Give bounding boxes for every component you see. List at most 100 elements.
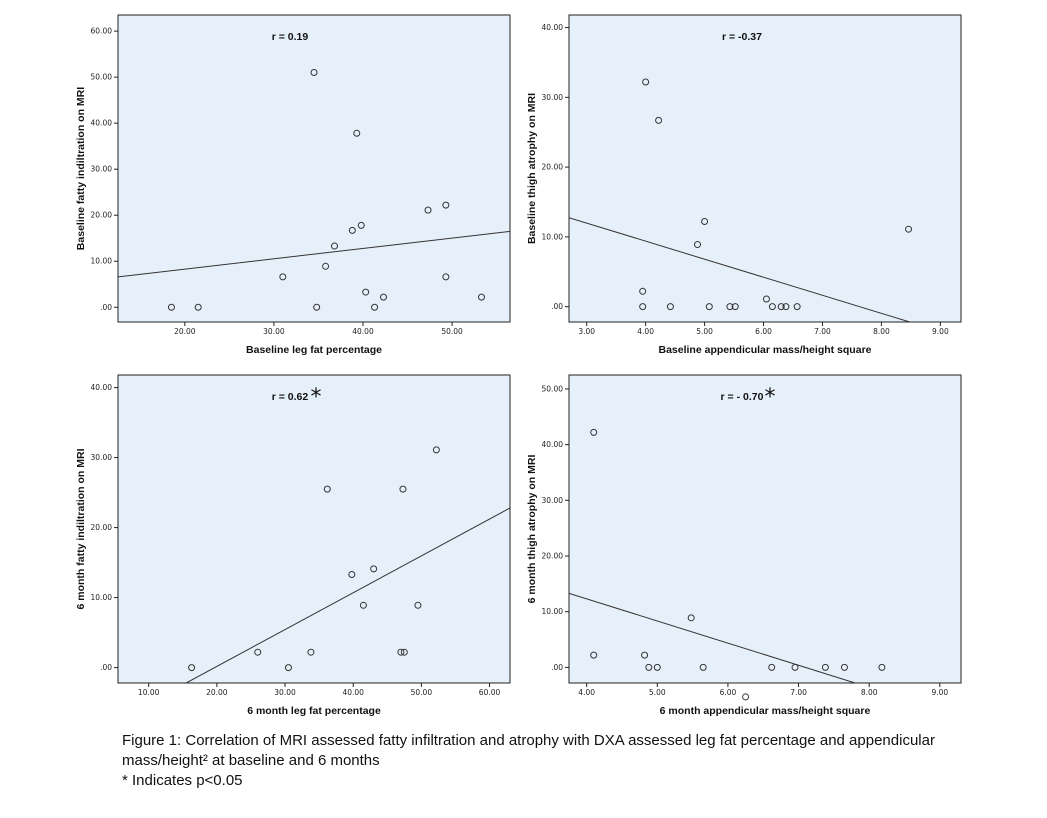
- data-point: [590, 428, 598, 436]
- data-point: [348, 226, 356, 234]
- y-tick-label: 30.00: [542, 93, 564, 102]
- data-point: [322, 262, 330, 270]
- data-point: [840, 663, 848, 671]
- x-tick-label: 50.00: [441, 327, 463, 336]
- data-point: [188, 664, 196, 672]
- y-tick-label: 20.00: [91, 211, 113, 220]
- x-tick-label: 40.00: [342, 688, 364, 697]
- data-point: [357, 221, 365, 229]
- data-point: [353, 129, 361, 137]
- y-axis-label: 6 month fatty indiltration on MRI: [75, 448, 87, 609]
- x-tick-label: 7.00: [790, 688, 807, 697]
- y-tick-label: 30.00: [542, 496, 564, 505]
- caption-line-1: Figure 1: Correlation of MRI assessed fa…: [122, 732, 935, 749]
- x-tick-label: 5.00: [649, 688, 666, 697]
- data-point: [399, 485, 407, 493]
- data-point: [645, 663, 653, 671]
- data-point: [323, 485, 331, 493]
- x-tick-label: 3.00: [578, 327, 595, 336]
- data-point: [694, 241, 702, 249]
- data-point: [424, 206, 432, 214]
- y-tick-label: 10.00: [542, 232, 564, 241]
- x-tick-label: 9.00: [932, 327, 949, 336]
- correlation-label: r = - 0.70: [721, 391, 764, 403]
- y-tick-label: .00: [100, 303, 112, 312]
- y-tick-label: 10.00: [91, 593, 113, 602]
- y-tick-label: 60.00: [91, 27, 113, 36]
- data-point: [254, 648, 262, 656]
- data-point: [768, 663, 776, 671]
- regression-line: [185, 507, 510, 683]
- y-tick-label: 20.00: [91, 523, 113, 532]
- data-point: [371, 303, 379, 311]
- y-axis-label: Baseline fatty indiltration on MRI: [75, 87, 87, 250]
- y-tick-label: .00: [551, 663, 563, 672]
- data-point: [442, 201, 450, 209]
- x-axis-label: Baseline leg fat percentage: [246, 344, 382, 356]
- plot-area: [568, 374, 962, 684]
- x-tick-label: 7.00: [814, 327, 831, 336]
- plot-area: [568, 14, 962, 323]
- data-point: [397, 648, 405, 656]
- x-tick-label: 10.00: [138, 688, 160, 697]
- data-point: [821, 663, 829, 671]
- y-tick-label: 10.00: [542, 607, 564, 616]
- y-tick-label: .00: [100, 663, 112, 672]
- y-tick-label: 50.00: [542, 384, 564, 393]
- correlation-label: r = 0.62: [272, 391, 309, 403]
- data-point: [731, 303, 739, 311]
- data-point: [359, 601, 367, 609]
- chart-panel-baseline-appendicular: .00 10.00 20.00 30.00 40.00 3.00 4.00 5.00 6.00 7…: [526, 14, 962, 356]
- x-tick-label: 20.00: [206, 688, 228, 697]
- data-point: [639, 287, 647, 295]
- data-point: [279, 273, 287, 281]
- x-tick-label: 8.00: [861, 688, 878, 697]
- x-tick-label: 4.00: [637, 327, 654, 336]
- regression-line: [118, 230, 510, 278]
- significance-marker: *: [311, 385, 322, 410]
- data-point: [655, 116, 663, 124]
- data-point: [284, 664, 292, 672]
- data-point: [400, 648, 408, 656]
- data-point: [726, 303, 734, 311]
- data-point: [477, 293, 485, 301]
- data-point: [791, 663, 799, 671]
- data-point: [878, 663, 886, 671]
- y-tick-label: 40.00: [91, 119, 113, 128]
- x-axis-label: Baseline appendicular mass/height square: [659, 344, 872, 356]
- data-point: [330, 242, 338, 250]
- data-point: [782, 303, 790, 311]
- x-tick-label: 30.00: [274, 688, 296, 697]
- data-point: [653, 663, 661, 671]
- data-point: [762, 295, 770, 303]
- chart-panel-sixmonth-leg-fat: .00 10.00 20.00 30.00 40.00 10.00 20.00 30.00 40…: [75, 374, 511, 717]
- x-tick-label: 50.00: [411, 688, 433, 697]
- x-tick-label: 4.00: [578, 688, 595, 697]
- data-point: [641, 651, 649, 659]
- y-tick-label: 40.00: [542, 440, 564, 449]
- data-point: [639, 303, 647, 311]
- data-point: [432, 446, 440, 454]
- data-point: [666, 303, 674, 311]
- caption-line-2: mass/height² at baseline and 6 months: [122, 752, 380, 769]
- y-tick-label: .00: [551, 302, 563, 311]
- plot-area: [117, 374, 511, 684]
- data-point: [590, 651, 598, 659]
- x-axis-label: 6 month leg fat percentage: [247, 705, 381, 717]
- data-point: [905, 225, 913, 233]
- x-tick-label: 5.00: [696, 327, 713, 336]
- data-point: [414, 601, 422, 609]
- x-tick-label: 8.00: [873, 327, 890, 336]
- data-point: [699, 663, 707, 671]
- chart-panel-sixmonth-appendicular: .00 10.00 20.00 30.00 40.00 50.00 4.00 5.00 6.00…: [526, 374, 962, 717]
- data-point: [348, 571, 356, 578]
- data-point: [793, 303, 801, 311]
- y-tick-label: 30.00: [91, 165, 113, 174]
- data-point: [742, 693, 750, 701]
- y-tick-label: 40.00: [542, 23, 564, 32]
- y-axis-label: 6 month thigh atrophy on MRI: [526, 455, 538, 604]
- data-point: [313, 303, 321, 311]
- significance-marker: *: [765, 385, 776, 410]
- figure-caption: Figure 1: Correlation of MRI assessed fa…: [122, 731, 1002, 791]
